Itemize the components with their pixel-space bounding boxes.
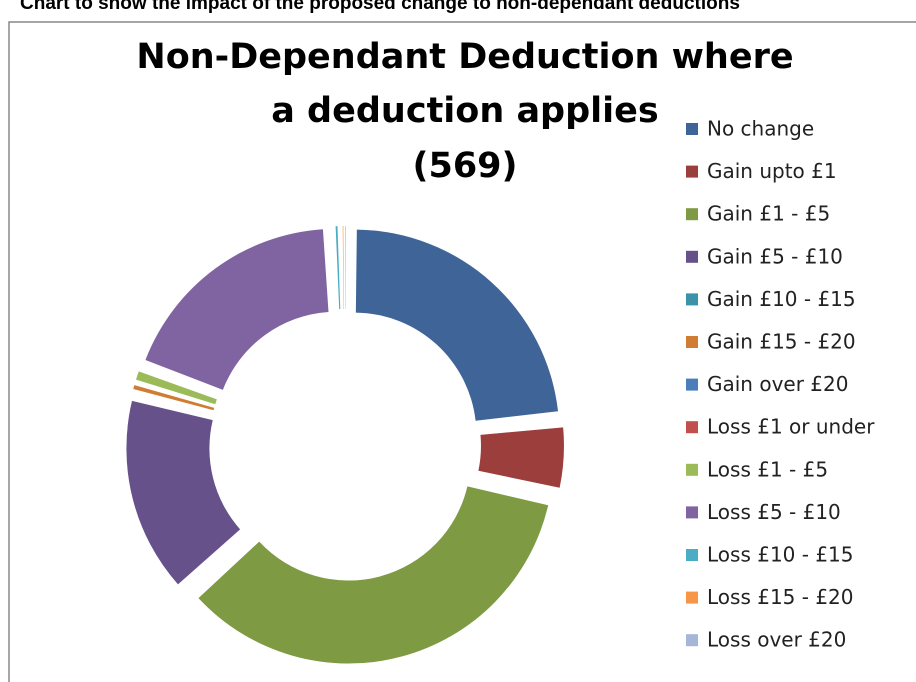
legend-swatch — [686, 378, 698, 391]
donut-slice — [345, 226, 346, 310]
legend-swatch — [686, 421, 698, 434]
legend-swatch — [686, 208, 698, 221]
legend-label: Loss £5 - £10 — [707, 500, 841, 524]
donut-slice — [135, 371, 217, 405]
legend-label: Loss £10 - £15 — [707, 543, 854, 567]
chart-title: (569) — [412, 146, 517, 186]
legend-label: Gain £5 - £10 — [707, 244, 843, 268]
legend-swatch — [686, 463, 698, 476]
legend-swatch — [686, 591, 698, 604]
donut-slice — [126, 400, 241, 585]
legend-swatch — [686, 123, 698, 135]
legend-label: Gain £1 - £5 — [707, 202, 830, 226]
legend-label: Gain £10 - £15 — [707, 287, 856, 311]
donut-slice — [198, 486, 549, 664]
chart-title: Non-Dependant Deduction where — [136, 37, 793, 77]
legend-swatch — [686, 250, 698, 263]
donut-slice — [133, 385, 215, 411]
page-heading: Chart to show the impact of the proposed… — [20, 0, 740, 14]
legend-label: Loss £1 - £5 — [707, 457, 828, 481]
legend-swatch — [686, 506, 698, 519]
legend-swatch — [686, 336, 698, 348]
legend-label: Gain over £20 — [707, 372, 848, 396]
donut-slice — [355, 229, 559, 421]
legend-label: Gain upto £1 — [707, 159, 837, 183]
legend-label: No change — [707, 117, 814, 141]
donut-slice — [342, 226, 344, 310]
legend-swatch — [686, 549, 698, 561]
legend-label: Loss over £20 — [707, 628, 846, 652]
chart-title: a deduction applies — [271, 91, 658, 131]
legend-label: Gain £15 - £20 — [707, 330, 856, 354]
legend-swatch — [686, 634, 698, 647]
donut-slice — [145, 229, 329, 390]
donut-slice — [478, 427, 564, 488]
legend-swatch — [686, 293, 698, 306]
legend-swatch — [686, 165, 698, 178]
legend-label: Loss £1 or under — [707, 415, 875, 439]
legend-label: Loss £15 - £20 — [707, 585, 854, 609]
donut-slice — [335, 226, 341, 310]
